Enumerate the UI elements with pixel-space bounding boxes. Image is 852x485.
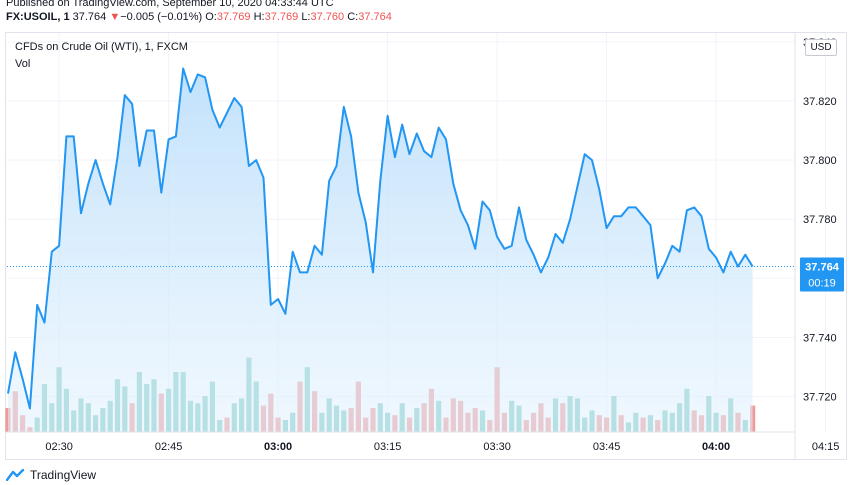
ohlc-header: FX:USOIL, 1 37.764 ▼−0.005 (−0.01%) O:37… [6, 11, 392, 23]
low-label: L: [301, 11, 311, 23]
price-tag-countdown: 00:19 [808, 277, 836, 289]
high-label: H: [253, 11, 265, 23]
close-label: C: [347, 11, 359, 23]
tradingview-brand: TradingView [30, 468, 97, 482]
time-tick-label: 03:15 [374, 441, 402, 453]
time-tick-label: 02:45 [155, 441, 183, 453]
high-value: 37.769 [264, 11, 299, 23]
price-tag-value: 37.764 [805, 261, 840, 273]
open-value: 37.769 [216, 11, 251, 23]
time-tick-label: 03:00 [264, 441, 292, 453]
price-tick-label: 37.800 [803, 155, 837, 167]
price-area [8, 68, 753, 432]
low-value: 37.760 [310, 11, 345, 23]
chart-legend-title: CFDs on Crude Oil (WTI), 1, FXCM [15, 41, 188, 53]
time-tick-label: 03:30 [483, 441, 511, 453]
price-tick-label: 37.780 [803, 214, 837, 226]
time-tick-label: 04:00 [702, 441, 730, 453]
time-tick-label: 02:30 [45, 441, 73, 453]
change-value: −0.005 (−0.01%) [120, 11, 203, 23]
close-value: 37.764 [358, 11, 392, 23]
price-tick-label: 37.720 [803, 392, 837, 404]
currency-badge[interactable]: USD [805, 39, 837, 56]
volume-legend-label: Vol [15, 58, 31, 70]
tradingview-footer[interactable]: TradingView [6, 468, 96, 482]
time-tick-label: 04:15 [812, 441, 840, 453]
price-line [7, 67, 754, 410]
chart-frame [5, 32, 847, 460]
time-axis[interactable]: 02:30 02:45 03:00 03:15 03:30 03:45 04:00 04:15… [45, 441, 852, 453]
time-tick-label: 03:45 [593, 441, 621, 453]
price-axis[interactable]: 37.72037.74037.76037.78037.80037.82037.8… [803, 37, 837, 404]
open-label: O: [205, 11, 217, 23]
published-caption: Published on TradingView.com, September … [6, 0, 334, 9]
price-tag: 37.764 00:19 [800, 257, 844, 292]
tradingview-logo-icon [6, 469, 25, 481]
price-tick-label: 37.740 [803, 332, 837, 344]
symbol-label: FX:USOIL, 1 [6, 11, 70, 23]
change-down-icon: ▼ [109, 11, 121, 23]
last-price: 37.764 [72, 11, 107, 23]
price-tick-label: 37.820 [803, 96, 837, 108]
